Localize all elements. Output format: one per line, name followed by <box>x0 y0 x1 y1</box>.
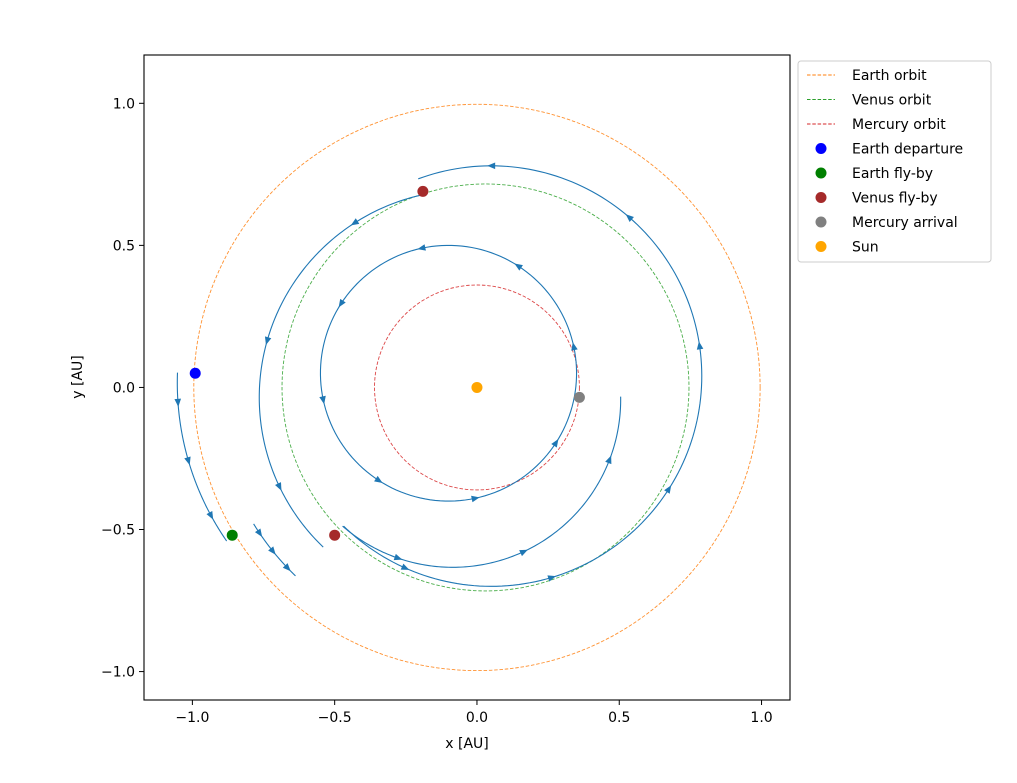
legend-box <box>797 60 992 263</box>
trajectory-leg-6 <box>319 244 578 502</box>
legend-marker-swatch <box>815 143 827 154</box>
direction-arrow <box>282 563 291 572</box>
direction-arrow <box>571 342 578 351</box>
earth-orbit-circle <box>193 103 761 672</box>
earth-departure-marker <box>189 367 201 379</box>
legend-marker-swatch <box>815 167 827 179</box>
direction-arrow <box>487 162 496 170</box>
venus-fly-by-marker <box>417 185 429 197</box>
x-tick-label: −1.0 <box>175 710 209 726</box>
direction-arrow <box>206 511 214 520</box>
mercury-orbit-circle <box>374 284 580 491</box>
legend-label: Mercury orbit <box>852 117 946 133</box>
y-axis: −1.0 −0.5 0.0 0.5 1.0 <box>101 96 144 681</box>
direction-arrow <box>664 485 672 494</box>
venus-fly-by-marker <box>329 529 341 541</box>
legend-label: Earth orbit <box>852 68 927 84</box>
direction-arrow <box>605 455 612 465</box>
x-axis-title: x [AU] <box>445 736 488 752</box>
y-tick-label: −0.5 <box>101 523 135 539</box>
direction-arrow <box>393 553 403 561</box>
x-tick-label: 0.0 <box>466 710 488 726</box>
direction-arrow <box>268 546 276 555</box>
direction-arrow <box>264 336 272 346</box>
earth-fly-by-marker <box>226 529 238 541</box>
y-tick-label: −1.0 <box>101 665 135 681</box>
x-axis: −1.0 −0.5 0.0 0.5 1.0 <box>175 700 773 726</box>
direction-arrow <box>400 563 410 570</box>
direction-arrow <box>471 495 480 503</box>
legend-label: Venus orbit <box>852 93 932 109</box>
legend-label: Mercury arrival <box>852 215 958 231</box>
direction-arrow <box>338 298 346 308</box>
legend-label: Venus fly-by <box>852 191 938 207</box>
legend-label: Sun <box>852 240 879 256</box>
sun-marker <box>471 381 483 393</box>
legend-label: Earth departure <box>852 142 963 158</box>
direction-arrow <box>514 263 523 271</box>
y-tick-label: 0.0 <box>113 380 135 396</box>
legend-label: Earth fly-by <box>852 166 933 182</box>
venus-orbit-circle <box>281 183 690 592</box>
x-tick-label: 0.5 <box>608 710 630 726</box>
direction-arrow <box>547 575 557 582</box>
x-tick-label: −0.5 <box>318 710 352 726</box>
direction-arrow <box>696 341 704 350</box>
legend-marker-swatch <box>815 192 827 203</box>
legend-marker-swatch <box>815 241 827 252</box>
direction-arrow <box>551 439 559 448</box>
x-tick-label: 1.0 <box>750 710 772 726</box>
direction-arrow <box>275 482 282 491</box>
y-tick-label: 0.5 <box>113 238 135 254</box>
direction-arrow <box>174 398 182 407</box>
trajectory-leg-3 <box>343 165 703 587</box>
y-tick-label: 1.0 <box>113 96 135 112</box>
direction-arrow <box>184 456 191 466</box>
direction-arrow <box>374 475 383 483</box>
direction-arrow <box>625 214 634 222</box>
direction-arrow <box>350 218 360 226</box>
y-axis-title: y [AU] <box>70 355 86 398</box>
direction-arrow <box>254 528 263 537</box>
mercury-arrival-marker <box>573 391 585 403</box>
direction-arrow <box>417 244 426 251</box>
plot-area <box>174 103 761 672</box>
direction-arrow <box>319 395 326 405</box>
legend: Earth orbit Venus orbit Mercury orbit Earth… <box>797 60 992 263</box>
direction-arrow <box>519 549 528 557</box>
legend-marker-swatch <box>815 216 827 228</box>
axes-frame <box>143 54 791 701</box>
trajectory <box>174 162 704 587</box>
